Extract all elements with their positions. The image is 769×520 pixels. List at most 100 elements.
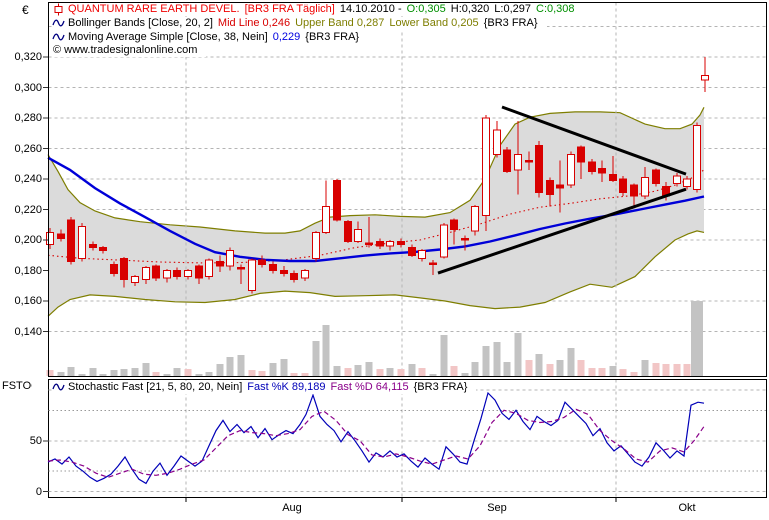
candle-body	[333, 180, 341, 221]
candle-body	[619, 178, 627, 194]
trendline[interactable]	[437, 187, 687, 275]
volume-bar	[567, 348, 575, 376]
candle-body	[67, 219, 75, 262]
candle-body	[525, 160, 533, 163]
volume-bar	[503, 362, 511, 376]
candle-body	[110, 263, 118, 275]
candle-body	[99, 247, 107, 252]
stoch-k-line	[47, 391, 705, 485]
volume-bar	[120, 369, 128, 376]
volume-bar	[619, 369, 627, 376]
volume-bar	[142, 363, 150, 376]
volume-bar	[397, 369, 405, 376]
volume-bar	[333, 366, 341, 376]
candle-body	[269, 263, 277, 271]
volume-bar	[556, 360, 564, 376]
volume-bar	[588, 368, 596, 376]
candle-body	[397, 241, 405, 246]
candle-body	[546, 180, 554, 195]
bollinger-band-fill	[48, 107, 704, 317]
volume-bar	[418, 368, 426, 376]
stoch-d-line	[47, 408, 705, 478]
volume-bar	[163, 374, 171, 376]
volume-bar	[641, 360, 649, 376]
candle-body	[556, 184, 564, 189]
volume-bar	[691, 301, 703, 376]
candle-body	[641, 176, 649, 197]
candle-body	[184, 270, 192, 278]
volume-bar	[365, 362, 373, 376]
volume-bar	[344, 368, 352, 376]
stoch-panel-border	[48, 379, 767, 498]
candle-body	[376, 241, 384, 247]
volume-bar	[386, 368, 394, 376]
candle-body	[344, 221, 352, 243]
candle-body	[205, 259, 213, 278]
volume-bar	[280, 359, 288, 376]
volume-bar	[535, 354, 543, 376]
volume-bar	[184, 369, 192, 376]
candle-body	[386, 241, 394, 247]
volume-bar	[301, 373, 309, 376]
candle-body	[354, 228, 362, 243]
volume-bar	[471, 362, 479, 376]
volume-bar	[322, 325, 330, 376]
candle-body	[429, 262, 437, 265]
candle-body	[280, 270, 288, 275]
volume-bar	[312, 341, 320, 376]
volume-bar	[131, 368, 139, 376]
candle-body	[290, 273, 298, 281]
candle-body	[142, 266, 150, 281]
candle-body	[163, 270, 171, 279]
candle-body	[248, 259, 256, 291]
candle-body	[535, 144, 543, 194]
volume-bar	[226, 357, 234, 376]
candle-body	[173, 270, 181, 278]
volume-bar	[440, 335, 448, 376]
volume-bar	[482, 346, 490, 376]
volume-bar	[577, 360, 585, 376]
candle-body	[322, 205, 330, 233]
volume-bar	[110, 370, 118, 376]
candle-body	[514, 154, 522, 171]
trendline[interactable]	[501, 105, 687, 176]
candle-body	[461, 237, 469, 241]
volume-bar	[376, 369, 384, 376]
candle-body	[195, 265, 203, 279]
bollinger-upper-line	[47, 107, 705, 234]
candle-body	[152, 265, 160, 279]
volume-bar	[290, 373, 298, 376]
volume-bar	[269, 363, 277, 376]
bollinger-lower-line	[47, 230, 705, 317]
candle-body	[652, 169, 660, 185]
candle-body	[216, 260, 224, 267]
candle-body	[450, 219, 458, 230]
volume-bar	[216, 364, 224, 376]
volume-bar	[354, 365, 362, 376]
volume-bar	[173, 368, 181, 376]
volume-bar	[237, 355, 245, 376]
volume-bar	[408, 364, 416, 376]
candle-body	[89, 244, 97, 249]
volume-bar	[205, 372, 213, 376]
volume-bar	[67, 367, 75, 376]
volume-bar	[450, 366, 458, 376]
volume-bar	[525, 360, 533, 376]
candle-body	[588, 161, 596, 172]
volume-bar	[609, 366, 617, 376]
volume-bar	[429, 374, 437, 376]
candle-body	[226, 250, 234, 267]
volume-bar	[248, 370, 256, 376]
candle-body	[258, 259, 266, 265]
candle-body	[673, 175, 681, 185]
volume-bar	[546, 364, 554, 376]
volume-bar	[195, 374, 203, 376]
candle-body	[471, 205, 479, 232]
candle-body	[609, 173, 617, 182]
volume-bar	[46, 370, 54, 376]
candle-body	[78, 225, 86, 259]
volume-bar	[152, 372, 160, 376]
candle-body	[312, 231, 320, 259]
